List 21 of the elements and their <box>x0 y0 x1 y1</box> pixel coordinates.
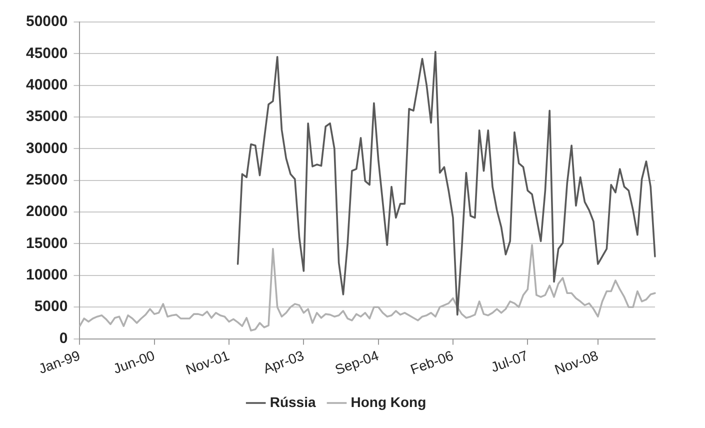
x-tick-label: Jul-07 <box>488 347 530 376</box>
y-tick-label: 20000 <box>26 203 68 220</box>
y-tick-label: 45000 <box>26 44 68 62</box>
legend-label: Hong Kong <box>350 394 426 410</box>
y-tick-label: 25000 <box>26 172 68 189</box>
y-tick-label: 10000 <box>26 266 68 284</box>
y-tick-label: 35000 <box>26 108 68 126</box>
y-tick-label: 40000 <box>26 76 68 94</box>
legend-label: Rússia <box>270 394 316 410</box>
y-tick-label: 15000 <box>26 234 68 252</box>
y-tick-label: 0 <box>59 330 68 347</box>
x-tick-label: Apr-03 <box>261 347 306 376</box>
x-tick-label: Sep-04 <box>332 347 381 378</box>
x-tick-label: Feb-06 <box>408 347 456 378</box>
y-tick-label: 5000 <box>34 298 68 316</box>
x-tick-label: Jan-99 <box>36 347 82 377</box>
x-tick-label: Nov-01 <box>184 347 232 378</box>
x-tick-label: Jun-00 <box>111 347 157 377</box>
x-tick-label: Nov-08 <box>552 347 600 378</box>
y-tick-label: 30000 <box>26 140 68 157</box>
y-tick-label: 50000 <box>26 13 68 30</box>
